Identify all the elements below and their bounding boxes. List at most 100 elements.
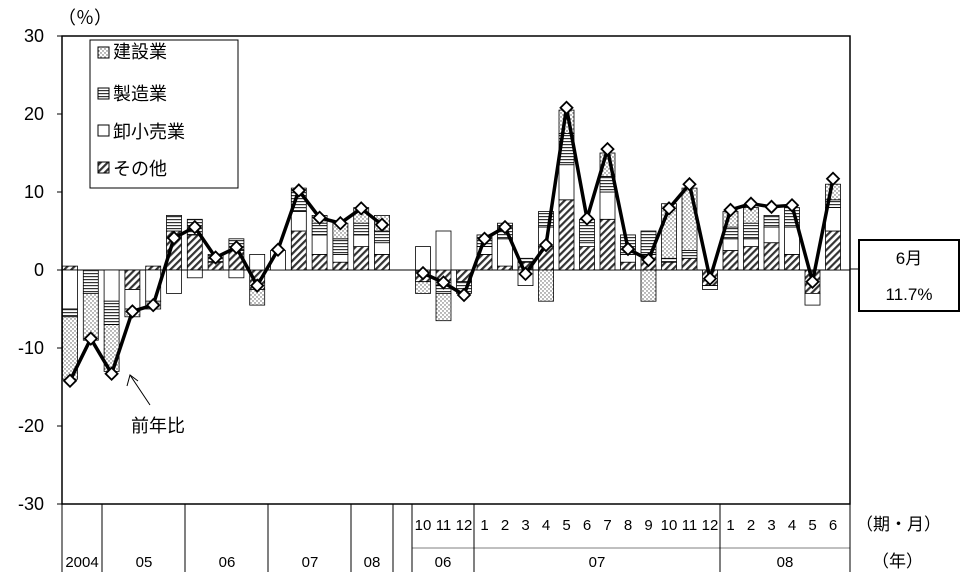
x-month-label: 5 <box>808 517 816 534</box>
line-point <box>743 196 759 211</box>
x-axis-label-period: （期・月） <box>856 515 941 534</box>
line-point <box>249 278 265 293</box>
latest-value-callout: 6月 11.7% <box>850 239 960 312</box>
legend-label-construction: 建設業 <box>113 42 167 62</box>
bar-segment-c <box>681 187 698 251</box>
line-point <box>187 219 203 235</box>
bar-segment-w <box>332 253 349 263</box>
line-point <box>538 237 554 253</box>
bar-segment-o <box>784 253 800 271</box>
y-tick-label: -30 <box>18 494 44 514</box>
line-point <box>579 211 595 226</box>
bar-segment-w <box>290 211 307 232</box>
bar-segment-o <box>62 265 78 271</box>
line-point <box>415 265 431 281</box>
bar-segment-w <box>722 238 739 251</box>
legend-swatch-manufacturing <box>97 87 110 100</box>
line-point <box>497 219 513 235</box>
line-point <box>456 287 472 303</box>
x-month-label: 6 <box>829 517 837 534</box>
line-point <box>682 176 697 192</box>
line-point <box>764 199 779 215</box>
bar-segment-o <box>763 242 780 271</box>
x-month-label: 2 <box>747 517 755 534</box>
line-point <box>270 242 286 257</box>
bar-segment-c <box>640 269 657 302</box>
y-tick-label: 20 <box>24 104 44 124</box>
x-month-label: 3 <box>521 517 529 534</box>
x-month-label: 6 <box>583 517 591 534</box>
bar-segment-m <box>103 300 120 326</box>
x-month-label: 3 <box>767 517 775 534</box>
line-point <box>83 331 99 346</box>
x-month-label: 1 <box>726 517 734 534</box>
bar-segment-m <box>332 238 349 255</box>
bar-segment-w <box>228 269 245 279</box>
line-point <box>784 197 800 213</box>
bar-segment-w <box>374 242 390 255</box>
bar-segment-w <box>186 269 203 279</box>
y-tick-label: 0 <box>34 260 44 280</box>
bar-segment-c <box>538 269 554 302</box>
x-month-label: 4 <box>542 517 550 534</box>
legend-swatch-other <box>97 161 110 174</box>
bar-segment-o <box>332 261 349 271</box>
line-point <box>229 240 244 255</box>
bar-segment-w <box>166 269 182 294</box>
bar-segment-m <box>82 269 99 294</box>
bar-segment-o <box>579 246 595 271</box>
line-point <box>145 297 161 313</box>
x-year-label: 2004 <box>65 554 98 571</box>
line-point <box>62 373 78 389</box>
bar-segment-o <box>124 269 141 290</box>
line-point <box>104 366 119 382</box>
line-point <box>661 201 677 216</box>
line-point <box>166 230 182 246</box>
bar-segment-w <box>249 253 266 271</box>
y-tick-label: 30 <box>24 26 44 46</box>
bar-segment-w <box>804 292 821 306</box>
line-point <box>208 250 223 265</box>
yoy-line <box>62 100 841 389</box>
line-point <box>702 271 718 286</box>
legend-label-manufacturing: 製造業 <box>113 84 167 104</box>
line-point <box>805 274 820 289</box>
callout-value: 11.7% <box>886 285 933 304</box>
line-point <box>333 215 348 231</box>
x-month-label: 4 <box>788 517 796 534</box>
bar-segment-m <box>661 257 677 263</box>
bar-segment-o <box>145 265 162 271</box>
legend-label-wholesale: 卸小売業 <box>113 122 185 142</box>
x-month-label: 2 <box>501 517 509 534</box>
bar-segment-c <box>435 292 452 322</box>
bar-segment-o <box>661 261 677 271</box>
bar-segment-w <box>311 234 328 255</box>
bar-segment-w <box>599 191 616 220</box>
bar-segment-w <box>702 285 718 290</box>
bar-segment-o <box>620 261 636 271</box>
bar-segment-o <box>722 250 739 271</box>
bar-segment-o <box>743 246 759 271</box>
bar-segment-w <box>435 230 452 271</box>
bar-segment-m <box>374 230 390 244</box>
bar-segment-c <box>415 281 431 294</box>
y-tick-label: 10 <box>24 182 44 202</box>
x-year-label: 06 <box>435 554 452 571</box>
y-tick-label: -20 <box>18 416 44 436</box>
bar-segment-o <box>558 199 575 271</box>
legend: 建設業 製造業 卸小売業 その他 <box>89 39 239 189</box>
x-year-label: 06 <box>219 554 236 571</box>
annotation-arrow <box>129 374 151 406</box>
line-point <box>477 231 492 247</box>
bar-segment-m <box>62 308 78 318</box>
x-year-label: 05 <box>136 554 153 571</box>
bar-segment-m <box>166 214 182 232</box>
line-point <box>518 266 533 282</box>
bar-segment-o <box>374 253 390 271</box>
y-axis-unit: （％） <box>58 8 112 28</box>
bar-segment-w <box>743 238 759 248</box>
line-point <box>600 141 615 157</box>
x-month-label: 11 <box>436 517 452 534</box>
